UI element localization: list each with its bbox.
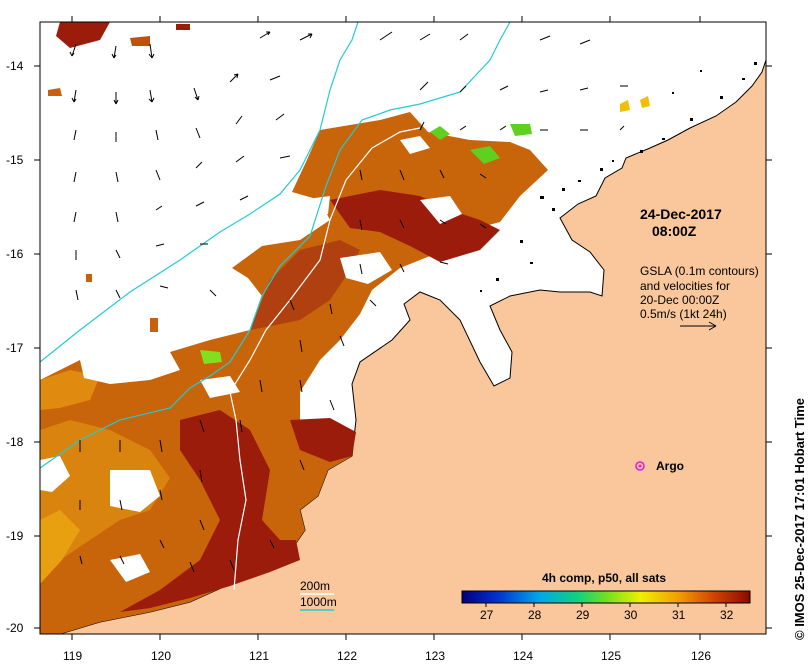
lon-tick-label: 123 (425, 649, 445, 663)
imos-credit: © IMOS 25-Dec-2017 17:01 Hobart Time (792, 398, 807, 640)
velocity-scale-arrow (680, 321, 717, 331)
lon-tick-label: 122 (337, 649, 357, 663)
lon-tick-label: 125 (601, 649, 621, 663)
sst-field (40, 22, 650, 634)
colorbar-tick-label: 32 (720, 608, 734, 622)
gsla-note-line: and velocities for (640, 279, 730, 293)
lat-tick-label: -18 (6, 435, 24, 449)
colorbar (461, 590, 751, 604)
velocity-arrows (69, 31, 628, 573)
lon-tick-label: 121 (249, 649, 269, 663)
lon-tick-label: 124 (513, 649, 533, 663)
lon-tick-label: 120 (151, 649, 171, 663)
colorbar-title: 4h comp, p50, all sats (542, 571, 666, 585)
colorbar-tick-label: 28 (528, 608, 542, 622)
coastline-detail (480, 62, 757, 292)
depth-legend-1000m: 1000m (300, 595, 337, 609)
datetime-time: 08:00Z (652, 223, 697, 239)
lat-axis (34, 65, 772, 629)
lat-tick-label: -16 (6, 247, 24, 261)
lat-tick-label: -20 (6, 621, 24, 635)
colorbar-tick-label: 31 (672, 608, 686, 622)
datetime-date: 24-Dec-2017 (640, 206, 722, 222)
gsla-note-line: 0.5m/s (1kt 24h) (640, 307, 727, 321)
gsla-note-line: GSLA (0.1m contours) (640, 264, 759, 278)
isobath-1000m (40, 22, 511, 469)
gsla-note-line: 20-Dec 00:00Z (640, 293, 719, 307)
plot-frame (39, 21, 767, 635)
lat-tick-label: -14 (6, 59, 24, 73)
isobath-200m (229, 127, 421, 591)
lat-tick-label: -19 (6, 529, 24, 543)
lat-tick-label: -15 (6, 153, 24, 167)
lat-tick-label: -17 (6, 341, 24, 355)
depth-legend-200m: 200m (300, 579, 330, 593)
lon-tick-label: 126 (691, 649, 711, 663)
lon-tick-label: 119 (63, 649, 82, 663)
argo-label: Argo (656, 459, 684, 473)
argo-float (635, 461, 645, 471)
lon-axis (71, 16, 701, 640)
colorbar-ticks (485, 603, 727, 607)
colorbar-tick-label: 27 (480, 608, 494, 622)
colorbar-tick-label: 29 (576, 608, 590, 622)
colorbar-tick-label: 30 (624, 608, 638, 622)
isobath-1000m-north (40, 22, 359, 363)
